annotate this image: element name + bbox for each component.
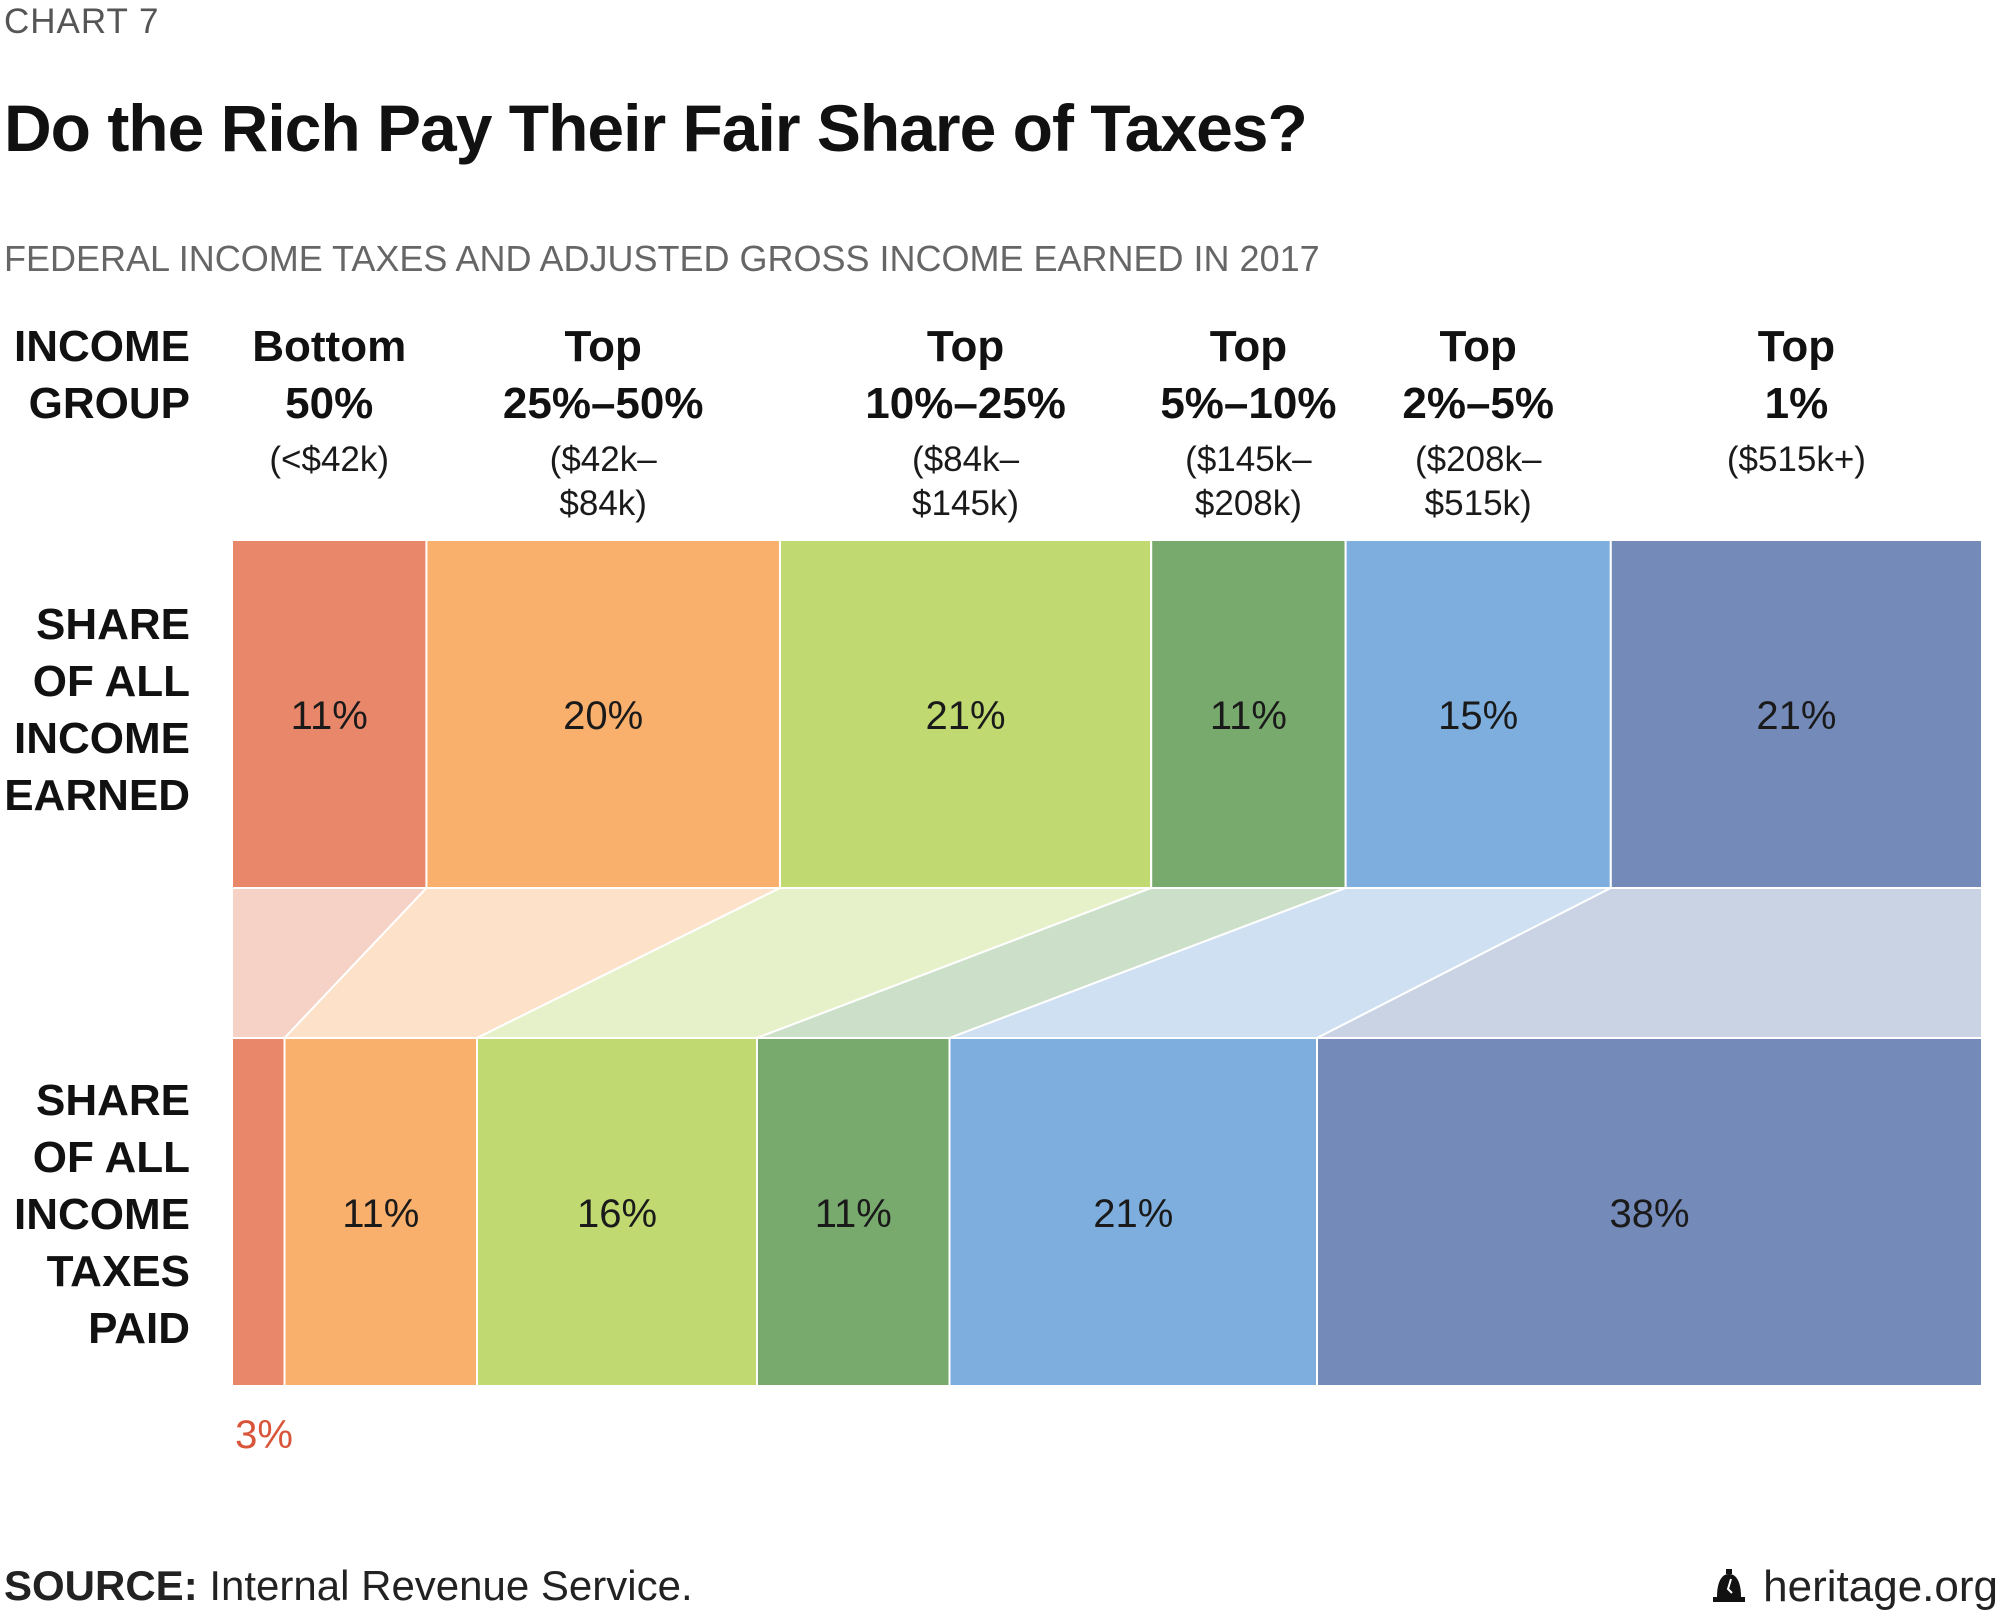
- taxes-value-label-6: 38%: [1609, 1192, 1689, 1236]
- column-header-1: Bottom 50% (<$42k): [252, 318, 406, 482]
- income-value-label-6: 21%: [1756, 694, 1836, 738]
- source-label: SOURCE:: [4, 1562, 198, 1609]
- income-bar-6: [1609, 539, 1983, 889]
- brand-text: heritage.org: [1763, 1562, 1998, 1611]
- column-header-name: Top 1%: [1757, 322, 1836, 428]
- column-header-range: ($145k– $208k): [1185, 440, 1312, 523]
- column-header-name: Bottom 50%: [252, 322, 407, 428]
- liberty-bell-icon: [1713, 1569, 1746, 1602]
- column-header-4: Top 5%–10% ($145k– $208k): [1160, 318, 1336, 526]
- column-header-3: Top 10%–25% ($84k– $145k): [865, 318, 1066, 526]
- column-header-2: Top 25%–50% ($42k– $84k): [503, 318, 704, 526]
- column-header-name: Top 5%–10%: [1160, 322, 1337, 428]
- taxes-value-label-3: 16%: [577, 1192, 657, 1236]
- taxes-value-label-4: 11%: [815, 1192, 892, 1236]
- column-header-name: Top 10%–25%: [865, 322, 1066, 428]
- income-earned-row-label: SHARE OF ALL INCOME EARNED: [4, 600, 190, 820]
- taxes-bar-1: [231, 1037, 286, 1387]
- income-bar-3: [778, 539, 1153, 889]
- income-value-label-1: 11%: [291, 694, 368, 738]
- taxes-value-label-2: 11%: [342, 1192, 419, 1236]
- income-value-label-2: 20%: [563, 694, 643, 738]
- column-header-name: Top 25%–50%: [502, 322, 704, 428]
- column-header-range: ($515k+): [1726, 440, 1866, 479]
- chart-kicker: CHART 7: [4, 2, 160, 41]
- income-value-label-5: 15%: [1438, 694, 1518, 738]
- source-text: Internal Revenue Service.: [197, 1562, 693, 1609]
- income-bar-1: [231, 539, 428, 889]
- income-group-label: INCOME GROUP: [14, 322, 190, 428]
- column-header-range: (<$42k): [269, 440, 390, 479]
- taxes-paid-row-label: SHARE OF ALL INCOME TAXES PAID: [14, 1076, 190, 1353]
- brand[interactable]: heritage.org: [1709, 1562, 1998, 1612]
- column-header-range: ($208k– $515k): [1414, 440, 1542, 523]
- taxes-value-label-1: 3%: [235, 1413, 293, 1457]
- taxes-bar-2: [283, 1037, 478, 1387]
- chart-subtitle: FEDERAL INCOME TAXES AND ADJUSTED GROSS …: [4, 238, 1320, 279]
- taxes-bar-6: [1316, 1037, 1983, 1387]
- column-header-5: Top 2%–5% ($208k– $515k): [1402, 318, 1554, 526]
- taxes-bar-3: [476, 1037, 758, 1387]
- income-value-label-3: 21%: [926, 694, 1006, 738]
- column-header-range: ($42k– $84k): [549, 440, 657, 523]
- taxes-value-label-5: 21%: [1093, 1192, 1173, 1236]
- chart-title: Do the Rich Pay Their Fair Share of Taxe…: [4, 91, 1308, 165]
- income-value-label-4: 11%: [1210, 694, 1287, 738]
- income-bar-2: [425, 539, 781, 889]
- column-header-name: Top 2%–5%: [1402, 322, 1555, 428]
- taxes-bar-5: [948, 1037, 1318, 1387]
- column-header-6: Top 1% ($515k+): [1727, 318, 1866, 482]
- column-header-range: ($84k– $145k): [912, 440, 1020, 523]
- source-note: SOURCE: Internal Revenue Service.: [4, 1562, 693, 1610]
- taxes-bar-4: [756, 1037, 951, 1387]
